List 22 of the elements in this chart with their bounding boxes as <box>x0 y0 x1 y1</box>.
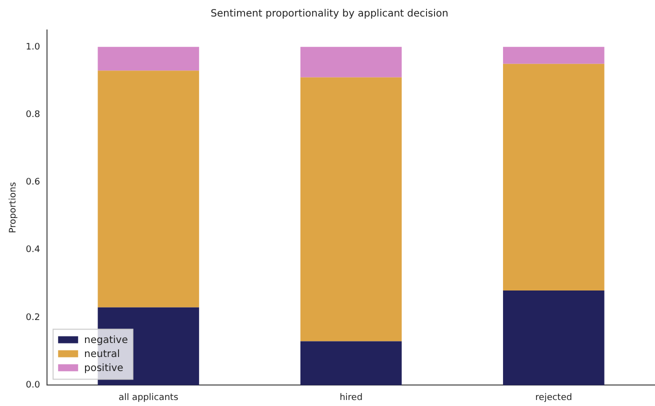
x-tick-label: all applicants <box>118 392 179 403</box>
legend-label: negative <box>84 334 128 346</box>
legend-label: positive <box>84 362 124 374</box>
legend-label: neutral <box>84 348 120 360</box>
bar <box>98 46 200 71</box>
y-tick-label: 1.0 <box>26 42 40 52</box>
bar <box>300 77 402 342</box>
y-axis-title: Proportions <box>8 182 19 234</box>
y-tick-label: 0.4 <box>26 245 40 256</box>
y-tick-label: 0.8 <box>26 110 40 120</box>
bar <box>503 64 604 290</box>
bar <box>98 70 200 308</box>
x-tick-label: rejected <box>535 392 572 403</box>
bar <box>300 341 402 386</box>
y-tick-label: 0.0 <box>26 380 40 391</box>
chart-title: Sentiment proportionality by applicant decision <box>210 8 448 20</box>
bar <box>503 46 604 64</box>
bar <box>300 46 402 78</box>
x-tick-label: hired <box>340 392 363 403</box>
bar <box>503 290 604 386</box>
y-tick-label: 0.2 <box>26 312 40 323</box>
y-tick-label: 0.6 <box>26 178 40 188</box>
